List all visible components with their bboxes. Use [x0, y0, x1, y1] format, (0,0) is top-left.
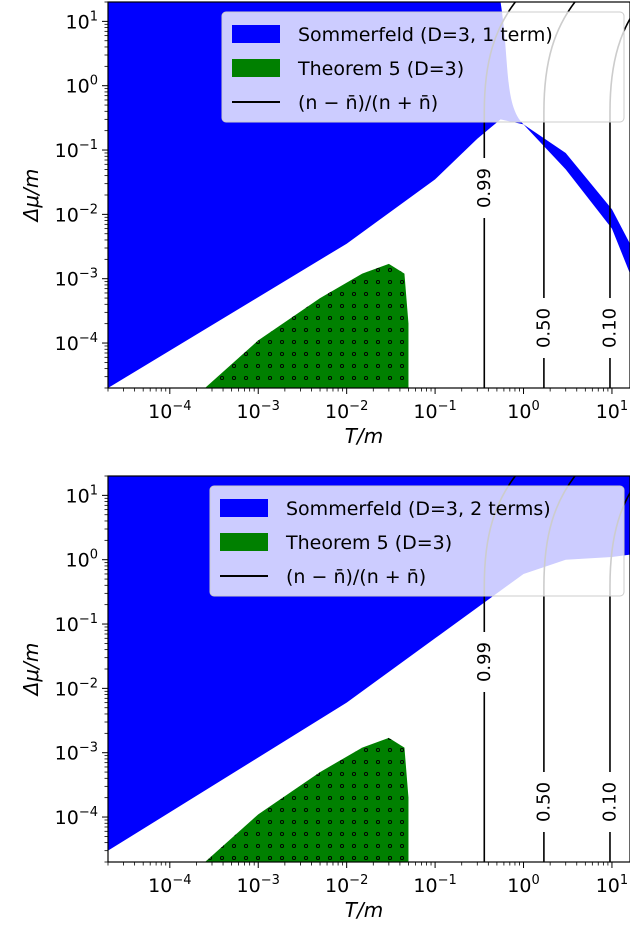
bottom-panel: 0.99 0.50 0.10 10−4 10−3 10−2 10−1 100 101 10−4 10…	[19, 475, 630, 922]
x-axis-label: T/m	[345, 424, 383, 448]
y-tick-label: 10−4	[55, 331, 98, 355]
x-tick-label: 10−2	[325, 873, 368, 897]
x-tick-label: 10−4	[148, 873, 191, 897]
y-tick-label: 10−3	[55, 267, 98, 291]
legend-box	[209, 485, 625, 597]
x-tick-label: 10−3	[237, 399, 280, 423]
legend-box	[221, 11, 625, 123]
y-tick-label: 10−4	[55, 805, 98, 829]
x-tick-label: 10−2	[325, 399, 368, 423]
contour-label: 0.10	[599, 782, 620, 822]
x-axis-label: T/m	[345, 898, 383, 922]
legend-swatch	[232, 25, 280, 43]
y-axis-label: Δμ/m	[19, 643, 43, 698]
contour-label: 0.99	[474, 642, 495, 682]
x-tick-label: 10−4	[148, 399, 191, 423]
y-tick-label: 10−3	[55, 741, 98, 765]
contour-label: 0.50	[533, 782, 554, 822]
y-tick-label: 100	[66, 548, 98, 572]
y-tick-label: 10−1	[55, 138, 98, 162]
legend: Sommerfeld (D=3, 1 term) Theorem 5 (D=3) (…	[221, 11, 625, 123]
y-tick-label: 10−2	[55, 202, 98, 226]
legend-label: Theorem 5 (D=3)	[297, 58, 464, 80]
x-tick-label: 101	[596, 873, 628, 897]
y-tick-label: 10−1	[55, 612, 98, 636]
contour-label: 0.50	[533, 308, 554, 348]
x-tick-label: 10−3	[237, 873, 280, 897]
legend-label: (n − n̄)/(n + n̄)	[298, 92, 438, 114]
legend-label: (n − n̄)/(n + n̄)	[286, 566, 426, 588]
legend-label: Sommerfeld (D=3, 1 term)	[298, 24, 553, 46]
contour-label: 0.99	[474, 168, 495, 208]
x-tick-label: 100	[507, 399, 539, 423]
y-tick-label: 101	[66, 483, 98, 507]
legend-label: Sommerfeld (D=3, 2 terms)	[286, 498, 551, 520]
legend-swatch	[232, 59, 280, 77]
x-tick-label: 10−1	[413, 873, 456, 897]
legend-swatch	[220, 533, 268, 551]
theorem5-hatch	[204, 263, 409, 388]
y-axis-label: Δμ/m	[19, 169, 43, 224]
theorem5-hatch	[204, 737, 409, 862]
y-tick-label: 10−2	[55, 676, 98, 700]
legend-label: Theorem 5 (D=3)	[285, 532, 452, 554]
top-panel: 0.99 0.50 0.10 10−4 10−3 10−2 10−1 100 101 10−4 10…	[19, 1, 630, 448]
x-tick-label: 10−1	[413, 399, 456, 423]
y-tick-label: 101	[66, 9, 98, 33]
contour-label: 0.10	[599, 308, 620, 348]
x-tick-label: 100	[507, 873, 539, 897]
legend: Sommerfeld (D=3, 2 terms) Theorem 5 (D=3)…	[209, 485, 625, 597]
x-tick-label: 101	[596, 399, 628, 423]
legend-swatch	[220, 499, 268, 517]
y-tick-label: 100	[66, 74, 98, 98]
